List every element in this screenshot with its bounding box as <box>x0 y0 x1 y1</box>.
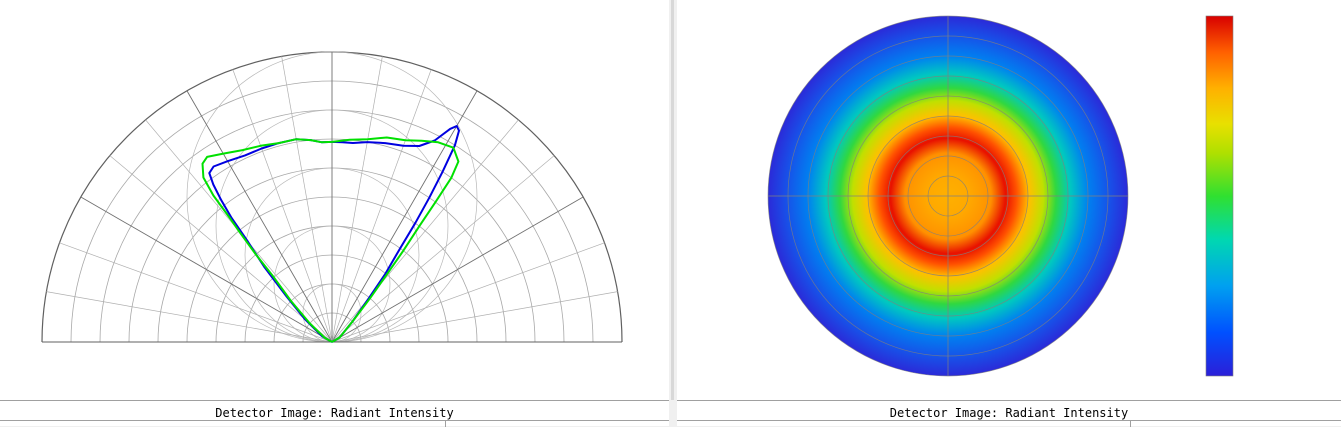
right-footer-separator <box>677 420 1341 421</box>
angle-spoke <box>80 196 333 343</box>
angle-spoke <box>59 242 333 343</box>
splitter-handle[interactable] <box>671 0 674 400</box>
right-footer-tick <box>1130 420 1131 427</box>
colorbar-gradient <box>1205 15 1234 377</box>
angle-spoke <box>331 196 584 343</box>
left-footer-separator <box>0 420 669 421</box>
right-status-bar: Detector Image: Radiant Intensity <box>677 400 1341 427</box>
angle-spoke <box>331 242 605 343</box>
series-line-0 <box>208 125 460 343</box>
angle-spoke <box>331 155 555 343</box>
left-footer-tick <box>445 420 446 427</box>
panel-splitter[interactable] <box>669 0 677 426</box>
polar-grid <box>41 51 623 343</box>
angle-spoke <box>331 56 383 343</box>
intensity-map <box>767 15 1234 377</box>
angle-spoke <box>186 90 333 343</box>
angle-spoke <box>331 90 478 343</box>
colorbar <box>1205 15 1234 377</box>
series-group <box>201 125 460 343</box>
angle-spoke <box>331 119 519 343</box>
series-line-90 <box>201 136 460 343</box>
angle-spoke <box>46 291 333 343</box>
angle-spoke <box>331 69 432 343</box>
polar-plot-panel <box>0 0 669 400</box>
left-status-bar: Detector Image: Radiant Intensity <box>0 400 669 427</box>
intensity-map-panel <box>677 0 1341 400</box>
map-grid <box>767 15 1129 377</box>
right-detector-title: Detector Image: Radiant Intensity <box>889 406 1129 420</box>
left-detector-title: Detector Image: Radiant Intensity <box>215 406 454 420</box>
angle-spoke <box>109 155 333 343</box>
angle-spoke <box>232 69 333 343</box>
angle-spoke <box>331 291 618 343</box>
angle-spoke <box>281 56 333 343</box>
polar-plot <box>41 51 623 343</box>
